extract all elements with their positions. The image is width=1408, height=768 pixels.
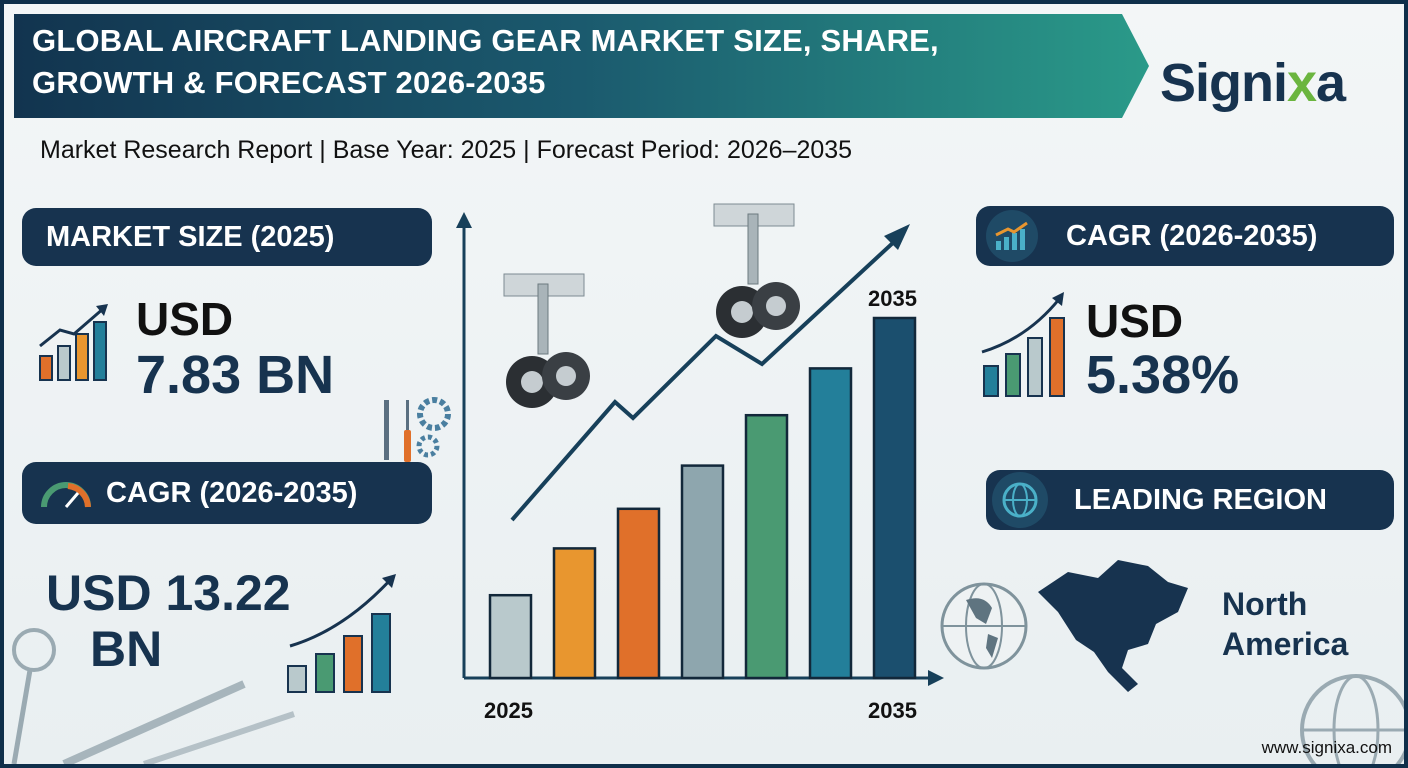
infographic: GLOBAL AIRCRAFT LANDING GEAR MARKET SIZE… [4,4,1404,764]
wrench-screwdriver-gear-icon [384,397,451,462]
world-globe-illustration [940,582,1028,670]
bar-5 [744,413,789,680]
decorative-globe [1300,674,1404,764]
growth-chart-large-icon [981,292,1065,397]
bar-7 [872,316,917,680]
title-banner [14,14,1149,118]
trend-arrow-head [884,224,910,250]
website-url: www.signixa.com [1261,738,1392,757]
growth-bar-chart [456,203,944,686]
gauge-icon [41,482,91,508]
small-growth-chart-icon [287,574,396,693]
decorative-tools-illustration [11,628,295,764]
cagr-currency: USD [1086,295,1184,347]
cagr-left-label: CAGR (2026-2035) [106,476,358,509]
globe-icon [992,472,1048,528]
growth-bar-chart-icon [39,304,108,381]
title-line-2: GROWTH & FORECAST 2026-2035 [32,65,546,100]
growth-chart-icon [986,210,1038,262]
forecast-value-line2: BN [90,621,163,677]
y-axis-arrow [456,212,472,228]
region-line2: America [1222,626,1349,662]
forecast-value-line1: USD 13.22 [46,565,291,621]
market-size-pill: MARKET SIZE (2025) [22,208,432,266]
cagr-value: 5.38% [1086,345,1240,405]
signixa-logo: Signixa [1160,53,1346,113]
bar-4 [680,464,725,680]
market-size-label: MARKET SIZE (2025) [46,220,335,253]
leading-region-value: North America [1222,584,1348,664]
market-size-currency: USD [136,293,234,345]
market-size-value: 7.83 BN [136,345,335,405]
trend-line [510,238,898,522]
region-line1: North [1222,586,1308,622]
subtitle: Market Research Report | Base Year: 2025… [40,136,853,164]
top-bar-label: 2035 [868,286,917,311]
north-america-map [1038,560,1188,692]
bar-1 [488,593,533,680]
bar-3 [616,507,661,680]
page-title: GLOBAL AIRCRAFT LANDING GEAR MARKET SIZE… [32,20,1112,104]
landing-gear-illustration [713,203,800,338]
cagr-right-pill: CAGR (2026-2035) [976,206,1394,266]
leading-region-pill: LEADING REGION [986,470,1394,530]
x-axis-arrow [928,670,944,686]
cagr-left-pill: CAGR (2026-2035) [22,462,432,524]
bar-2 [552,547,597,680]
cagr-right-label: CAGR (2026-2035) [1066,219,1318,252]
x-end-label: 2035 [868,698,917,723]
leading-region-label: LEADING REGION [1074,483,1327,516]
x-start-label: 2025 [484,698,533,723]
title-line-1: GLOBAL AIRCRAFT LANDING GEAR MARKET SIZE… [32,23,939,58]
landing-gear-illustration [503,273,590,408]
bar-6 [808,367,853,680]
